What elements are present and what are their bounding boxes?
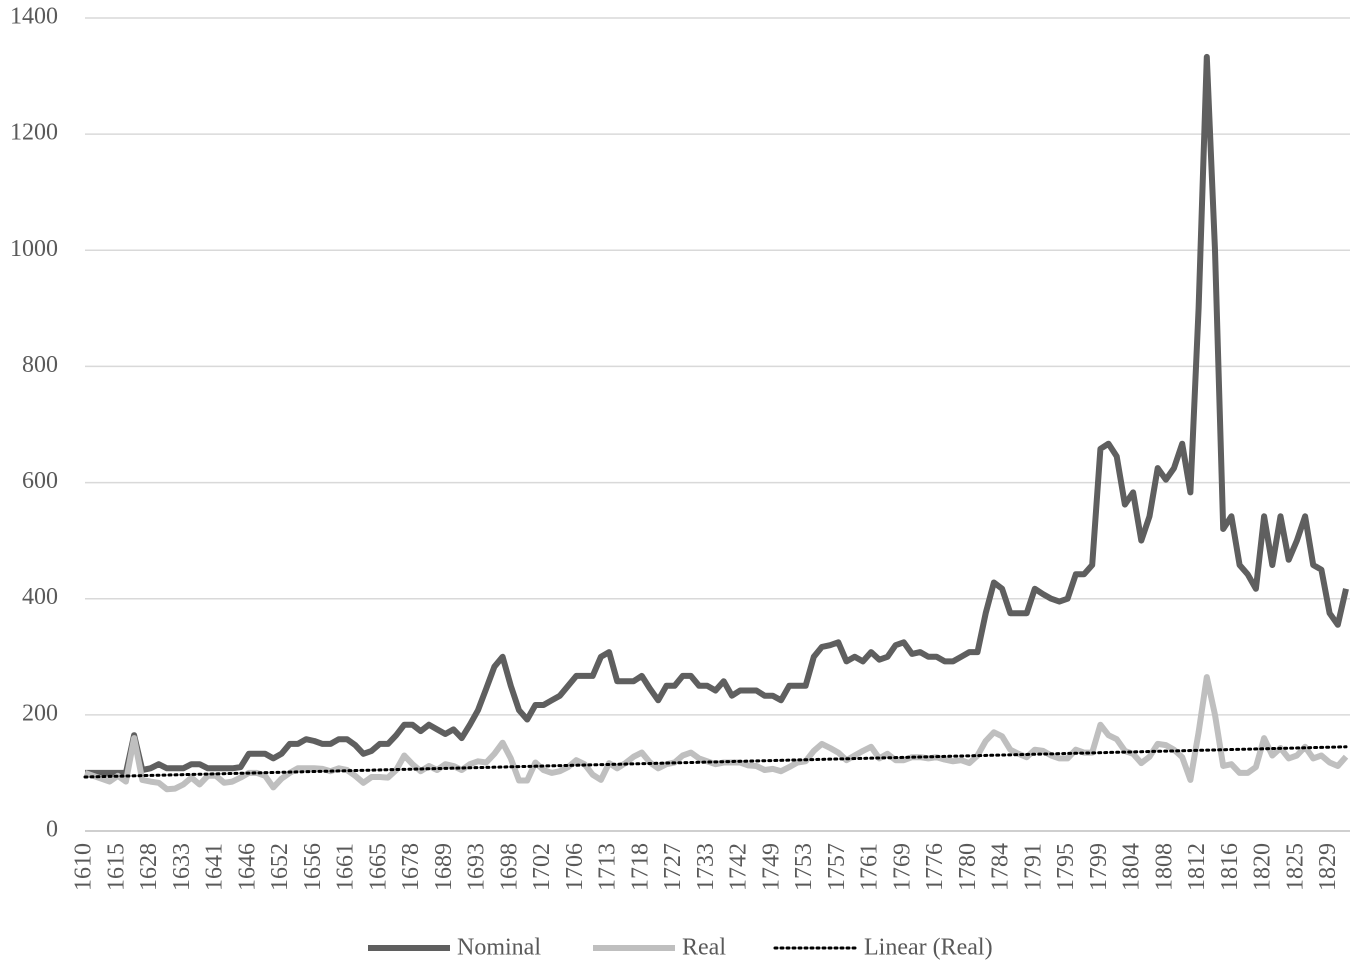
x-tick-label: 1753 (791, 843, 817, 891)
x-tick-label: 1689 (431, 843, 457, 891)
x-tick-label: 1749 (758, 843, 784, 891)
x-tick-label: 1610 (71, 843, 97, 891)
legend-label: Real (682, 935, 726, 961)
x-tick-label: 1799 (1086, 843, 1112, 891)
x-tick-label: 1713 (595, 843, 621, 891)
x-tick-label: 1769 (889, 843, 915, 891)
x-tick-label: 1733 (693, 843, 719, 891)
y-tick-label: 1200 (10, 120, 58, 146)
y-tick-label: 1000 (10, 236, 58, 262)
x-tick-label: 1628 (136, 843, 162, 891)
x-tick-label: 1661 (333, 843, 359, 891)
x-tick-label: 1665 (365, 843, 391, 891)
x-tick-label: 1693 (464, 843, 490, 891)
legend-label: Nominal (457, 935, 541, 961)
x-tick-label: 1795 (1053, 843, 1079, 891)
series-line (83, 674, 1349, 793)
y-tick-label: 0 (46, 817, 58, 843)
x-tick-label: 1757 (824, 843, 850, 891)
x-tick-label: 1706 (562, 843, 588, 891)
y-tick-label: 600 (22, 468, 58, 494)
y-tick-label: 400 (22, 584, 58, 610)
x-tick-label: 1825 (1282, 843, 1308, 891)
x-tick-label: 1791 (1020, 843, 1046, 891)
y-tick-label: 800 (22, 352, 58, 378)
x-tick-label: 1820 (1250, 843, 1276, 891)
x-tick-label: 1727 (660, 843, 686, 891)
x-tick-label: 1615 (103, 843, 129, 891)
x-tick-label: 1656 (300, 843, 326, 891)
x-tick-label: 1776 (922, 843, 948, 891)
x-tick-label: 1780 (955, 843, 981, 891)
x-tick-label: 1804 (1119, 843, 1145, 891)
legend-label: Linear (Real) (864, 935, 993, 961)
x-tick-label: 1652 (267, 843, 293, 891)
x-tick-label: 1702 (529, 843, 555, 891)
x-tick-label: 1742 (726, 843, 752, 891)
x-tick-label: 1718 (627, 843, 653, 891)
x-tick-label: 1816 (1217, 843, 1243, 891)
x-tick-label: 1678 (398, 843, 424, 891)
y-tick-label: 200 (22, 700, 58, 726)
x-tick-label: 1812 (1184, 843, 1210, 891)
y-tick-label: 1400 (10, 4, 58, 30)
x-tick-label: 1641 (202, 843, 228, 891)
series-line (85, 53, 1349, 776)
x-tick-label: 1829 (1315, 843, 1341, 891)
x-tick-label: 1698 (496, 843, 522, 891)
x-tick-label: 1646 (234, 843, 260, 891)
x-tick-label: 1633 (169, 843, 195, 891)
x-tick-label: 1808 (1151, 843, 1177, 891)
x-tick-label: 1784 (988, 843, 1014, 891)
x-tick-label: 1761 (857, 843, 883, 891)
trend-line (83, 745, 1348, 779)
